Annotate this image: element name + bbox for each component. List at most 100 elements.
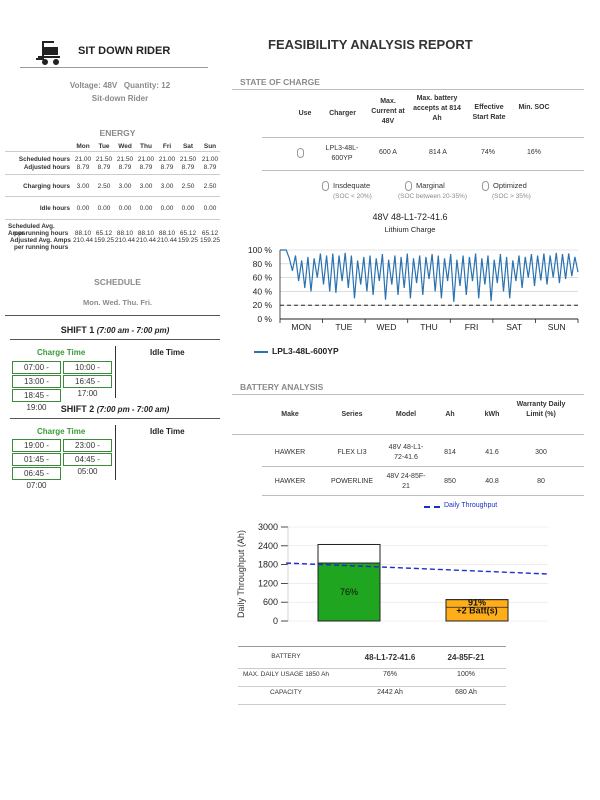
energy-cell: 8.79 <box>181 164 195 171</box>
energy-day: Fri <box>162 143 172 150</box>
energy-cell: 3.00 <box>160 183 174 190</box>
shift2-slot: 19:00 - 19:15 <box>12 439 61 462</box>
summary-label: MAX. DAILY USAGE 1850 Ah <box>242 671 330 678</box>
charger-use-radio[interactable] <box>297 148 304 158</box>
energy-cell: 8.79 <box>203 164 217 171</box>
battery-analysis-title: BATTERY ANALYSIS <box>240 382 324 392</box>
energy-cell: 0.00 <box>97 205 111 212</box>
battery-cell: HAWKER <box>274 449 306 456</box>
shift2-slot: 06:45 - 07:00 <box>12 467 61 490</box>
energy-day: Wed <box>118 143 132 150</box>
summary-value: 24-85F-21 <box>447 653 485 662</box>
bar-y-tick: 3000 <box>258 522 278 532</box>
vehicle-title: SIT DOWN RIDER <box>78 45 171 57</box>
soc-x-tick: SAT <box>506 322 522 332</box>
energy-cell: 8.79 <box>118 164 132 171</box>
soc-legend-marginal: Marginal <box>416 181 445 190</box>
energy-cell: 88.10 <box>74 230 92 237</box>
report-title: FEASIBILITY ANALYSIS REPORT <box>268 37 473 52</box>
soc-x-tick: SUN <box>548 322 566 332</box>
battery-header: Model <box>395 411 417 418</box>
summary-value: 100% <box>457 671 475 678</box>
soc-legend-inadequate-sub: (SOC < 20%) <box>333 193 372 200</box>
battery-cell: POWERLINE <box>330 478 373 485</box>
energy-cell: 210.44 <box>157 237 177 244</box>
soc-legend-marginal-sub: (SOC between 20-35%) <box>398 193 468 200</box>
energy-row-label: Adjusted Avg. Amps <box>10 237 71 244</box>
energy-cell: 3.00 <box>118 183 132 190</box>
energy-cell: 21.00 <box>201 156 219 163</box>
energy-cell: 2.50 <box>181 183 195 190</box>
summary-value: 76% <box>382 671 397 678</box>
battery-header: Ah <box>445 411 455 418</box>
soc-header-max-current: Max. Current at 48V <box>371 98 405 125</box>
bar-y-label: Daily Throughput (Ah) <box>236 530 246 618</box>
soc-header-max-battery: Max. battery accepts at 814 Ah <box>413 95 461 122</box>
shift1-slot: 07:00 - 07:15 <box>12 361 61 384</box>
bar-extra-label: +2 Batt(s) <box>456 606 497 616</box>
energy-row-label: per running hours <box>14 244 69 251</box>
shift1-idle-label: Idle Time <box>150 348 185 357</box>
bar-y-tick: 0 <box>273 616 278 626</box>
bar-usage-label: 91% <box>468 597 486 607</box>
shift1-title: SHIFT 1 (7:00 am - 7:00 pm) <box>60 325 170 335</box>
soc-y-tick: 40 % <box>253 286 273 296</box>
energy-row-label: Scheduled hours <box>18 156 70 163</box>
battery-header: Make <box>281 411 299 418</box>
soc-title: STATE OF CHARGE <box>240 77 320 87</box>
energy-cell: 0.00 <box>181 205 195 212</box>
battery-header: Series <box>341 411 363 418</box>
battery-cell: 41.6 <box>485 449 499 456</box>
battery-cell: 48V 48-L1-72-41.6 <box>388 444 424 461</box>
soc-legend-line <box>254 351 268 353</box>
soc-header-min-soc: Min. SOC <box>518 104 550 111</box>
soc-legend-inadequate: Insdequate <box>333 181 371 190</box>
schedule-title: SCHEDULE <box>94 277 141 287</box>
battery-cell: 814 <box>444 449 456 456</box>
energy-day: Tue <box>98 143 110 150</box>
summary-value: 2442 Ah <box>377 689 403 696</box>
energy-row-label: Charging hours <box>23 183 70 190</box>
throughput-line <box>285 562 549 575</box>
bar-fill <box>317 562 381 622</box>
energy-day: Sat <box>182 143 194 150</box>
energy-cell: 88.10 <box>137 230 155 237</box>
soc-legend-optimized: Optimized <box>493 181 527 190</box>
bar-y-tick: 1800 <box>258 560 278 570</box>
bar-fill <box>445 599 509 622</box>
energy-cell: 88.10 <box>158 230 176 237</box>
soc-header-use: Use <box>298 110 312 117</box>
energy-cell: 8.79 <box>160 164 174 171</box>
battery-cell: 300 <box>535 449 547 456</box>
battery-header: kWh <box>484 411 500 418</box>
energy-cell: 159.25 <box>200 237 220 244</box>
shift2-idle-label: Idle Time <box>150 427 185 436</box>
summary-label: BATTERY <box>271 653 301 660</box>
throughput-legend-line <box>424 506 440 508</box>
battery-cell: 80 <box>537 478 545 485</box>
shift2-slot: 01:45 - 02:15 <box>12 453 61 476</box>
energy-cell: 159.25 <box>178 237 198 244</box>
energy-cell: 21.00 <box>137 156 155 163</box>
soc-line-chart: 100 % 80 % 60 % 40 % 20 % 0 % MON TUE WED THU FRI S… <box>248 245 579 332</box>
energy-cell: 0.00 <box>76 205 90 212</box>
energy-cell: 2.50 <box>203 183 217 190</box>
specs-line: Voltage: 48V Quantity: 12 <box>69 81 171 90</box>
energy-row-label: per running hours <box>14 230 69 237</box>
energy-cell: 21.00 <box>158 156 176 163</box>
schedule-days: Mon. Wed. Thu. Fri. <box>82 298 153 307</box>
soc-chart-title: 48V 48-L1-72-41.6 <box>372 212 448 222</box>
summary-label: CAPACITY <box>269 689 303 696</box>
soc-x-tick: THU <box>420 322 437 332</box>
soc-legend-radio <box>322 181 329 191</box>
soc-x-tick: MON <box>291 322 311 332</box>
energy-cell: 210.44 <box>73 237 93 244</box>
energy-cell: 21.50 <box>116 156 134 163</box>
soc-charger: LPL3-48L-600YP <box>325 145 359 162</box>
bar-y-tick: 1200 <box>258 578 278 588</box>
energy-cell: 88.10 <box>116 230 134 237</box>
energy-cell: 3.00 <box>76 183 90 190</box>
soc-series-legend: LPL3-48L-600YP <box>272 346 339 356</box>
soc-y-tick: 80 % <box>253 259 273 269</box>
bar-y-tick: 600 <box>263 597 278 607</box>
